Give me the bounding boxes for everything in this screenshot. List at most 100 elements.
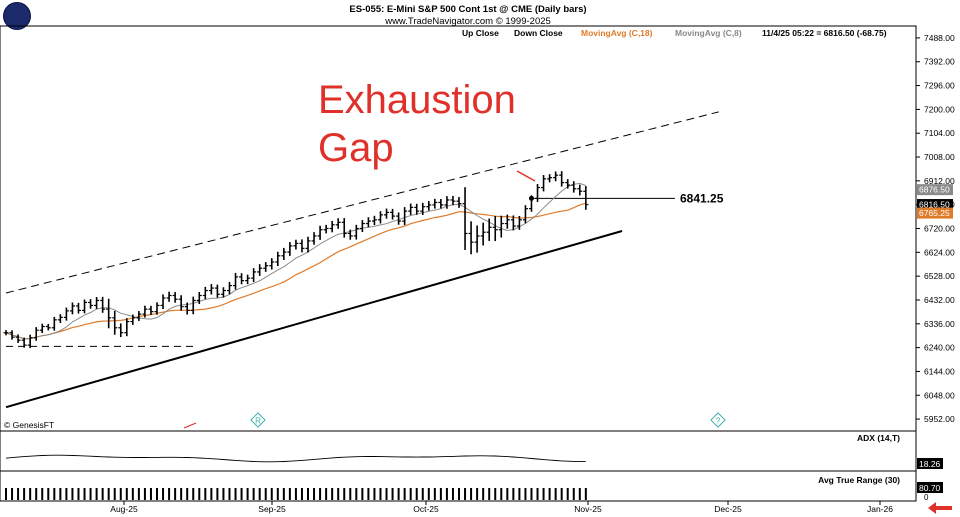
price-bar [220, 287, 226, 298]
price-tick-label: 6240.00 [924, 343, 955, 353]
price-bar [214, 284, 220, 298]
price-bar [347, 229, 353, 240]
level-label: 6841.25 [680, 191, 724, 205]
price-bar [160, 294, 166, 310]
price-bar [377, 211, 383, 224]
price-bar [371, 215, 377, 226]
upper-channel-line [5, 111, 719, 294]
price-bar [486, 218, 492, 241]
price-bar [299, 239, 305, 253]
date-tick-label: Jan-26 [867, 504, 893, 514]
price-tick-label: 7104.00 [924, 128, 955, 138]
price-bar [69, 302, 75, 315]
atr-value-label: 80.70 [919, 483, 941, 493]
price-bar [208, 284, 214, 295]
price-bar [396, 212, 402, 225]
price-bar [88, 299, 94, 309]
price-bar [263, 262, 269, 272]
price-tick-label: 7488.00 [924, 33, 955, 43]
atr-label: Avg True Range (30) [818, 475, 900, 485]
price-bar [82, 299, 88, 314]
price-bar [408, 203, 414, 215]
price-bar [293, 239, 299, 250]
legend-down-close: Down Close [514, 28, 563, 38]
price-tick-label: 6528.00 [924, 271, 955, 281]
price-bar [516, 215, 522, 230]
price-bar [504, 214, 510, 229]
price-bar [75, 302, 81, 314]
date-tick-label: Dec-25 [714, 504, 742, 514]
price-bar [178, 295, 184, 311]
price-bar [305, 236, 311, 253]
price-bar [233, 272, 239, 290]
price-bar [426, 200, 432, 211]
price-bar [365, 217, 371, 228]
price-bar [184, 302, 190, 315]
annotation-arrow-icon [516, 170, 536, 182]
price-bar [166, 291, 172, 302]
price-bar [462, 187, 468, 250]
price-bar [571, 181, 577, 193]
price-tick-label: 6720.00 [924, 224, 955, 234]
scroll-right-arrow-icon[interactable] [928, 502, 952, 514]
price-bar [438, 198, 444, 209]
price-tick-label: 7200.00 [924, 104, 955, 114]
marker-r-icon[interactable]: R [250, 412, 266, 428]
date-tick-label: Sep-25 [258, 504, 286, 514]
price-bar [27, 334, 33, 349]
price-bar [492, 215, 498, 242]
price-bar [474, 225, 480, 253]
price-bar [45, 323, 51, 331]
legend-ma18: MovingAvg (C,18) [581, 28, 653, 38]
price-bar [528, 195, 534, 212]
price-bar [522, 205, 528, 224]
price-bar [130, 314, 136, 325]
price-bar [456, 197, 462, 208]
annotation-gap: Gap [318, 126, 394, 170]
price-bar [329, 220, 335, 233]
price-bar [577, 184, 583, 196]
price-bar [190, 296, 196, 315]
price-bar [94, 296, 100, 309]
adx-label: ADX (14,T) [857, 433, 900, 443]
price-bars [3, 171, 589, 349]
price-bar [196, 292, 202, 304]
price-bar [565, 179, 571, 189]
price-badge [917, 184, 953, 196]
price-bar [239, 273, 245, 285]
price-bar [63, 307, 69, 321]
price-badge [917, 199, 953, 211]
price-bar [384, 208, 390, 219]
price-tick-label: 6432.00 [924, 295, 955, 305]
legend-up-close: Up Close [462, 28, 499, 38]
price-bar [402, 207, 408, 226]
date-axis[interactable]: Aug-25 Sep-25 Oct-25 Nov-25 Dec-25 Jan-26 [110, 501, 893, 514]
price-bar [3, 330, 9, 336]
price-bar [51, 316, 57, 331]
price-axis[interactable]: 5952.00 6048.00 6144.00 6240.00 6336.00 6432.… [916, 33, 955, 424]
marker-question-icon[interactable]: ? [710, 412, 726, 428]
price-bar [172, 292, 178, 303]
price-tick-label: 6048.00 [924, 390, 955, 400]
price-bar [142, 305, 148, 318]
legend-quote: 11/4/25 05:22 = 6816.50 (-68.75) [762, 28, 887, 38]
price-bar [275, 251, 281, 266]
price-bar [245, 274, 251, 285]
legend-ma8: MovingAvg (C,8) [675, 28, 742, 38]
price-bar [148, 305, 154, 315]
adx-value-badge [917, 458, 943, 469]
price-bar [498, 215, 504, 238]
price-bar [287, 242, 293, 256]
ma8-line [5, 182, 586, 340]
price-bar [226, 281, 232, 295]
price-bar [136, 310, 142, 321]
adx-value-label: 18.26 [919, 459, 941, 469]
price-bar [450, 195, 456, 206]
price-bar [112, 310, 118, 335]
price-bar [33, 327, 39, 341]
price-bar [57, 314, 63, 323]
price-tick-label: 6624.00 [924, 247, 955, 257]
price-badge-label: 6816.50 [919, 200, 950, 210]
